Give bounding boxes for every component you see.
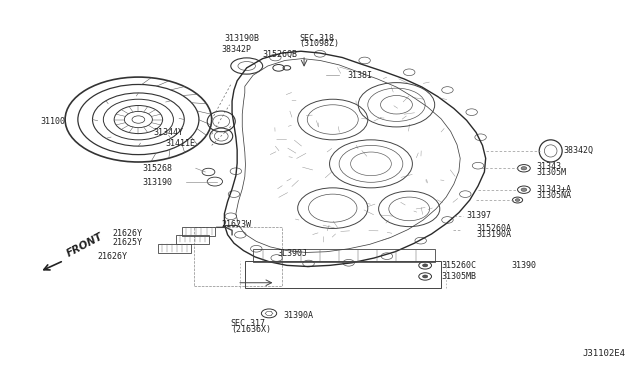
- Text: 31397: 31397: [467, 211, 492, 220]
- Text: 38342Q: 38342Q: [563, 147, 593, 155]
- Text: 31343: 31343: [537, 162, 562, 171]
- Text: 21623W: 21623W: [221, 220, 252, 229]
- Text: 31343+A: 31343+A: [537, 185, 572, 194]
- Text: SEC.318: SEC.318: [300, 34, 335, 43]
- Text: 313190: 313190: [142, 178, 172, 187]
- Text: 21625Y: 21625Y: [113, 238, 143, 247]
- Circle shape: [515, 199, 520, 201]
- Text: 313190A: 313190A: [476, 230, 511, 239]
- Text: 313190B: 313190B: [225, 34, 259, 43]
- Circle shape: [521, 188, 527, 191]
- Text: (21636X): (21636X): [231, 325, 271, 334]
- Text: 31390A: 31390A: [284, 311, 314, 320]
- Text: SEC.317: SEC.317: [231, 319, 266, 328]
- Text: 3138I: 3138I: [348, 71, 372, 80]
- Text: 31305NA: 31305NA: [537, 191, 572, 200]
- Text: 21626Y: 21626Y: [113, 229, 143, 238]
- Circle shape: [422, 264, 428, 267]
- Circle shape: [521, 167, 527, 170]
- Text: 31100: 31100: [40, 117, 65, 126]
- Text: 31526QB: 31526QB: [262, 51, 298, 60]
- Text: 31411E: 31411E: [166, 139, 196, 148]
- Text: 31390: 31390: [511, 261, 536, 270]
- Circle shape: [422, 275, 428, 278]
- Text: 38342P: 38342P: [221, 45, 252, 54]
- Text: FRONT: FRONT: [65, 232, 105, 259]
- Text: 21626Y: 21626Y: [97, 252, 127, 262]
- Text: 31344Y: 31344Y: [153, 128, 183, 137]
- Text: 315268: 315268: [142, 164, 172, 173]
- Text: (31098Z): (31098Z): [300, 39, 340, 48]
- Text: 3L390J: 3L390J: [277, 249, 307, 258]
- Text: 31305M: 31305M: [537, 168, 566, 177]
- Text: 31305MB: 31305MB: [441, 272, 476, 281]
- Text: J31102E4: J31102E4: [583, 349, 626, 358]
- Text: 315260C: 315260C: [441, 261, 476, 270]
- Text: 315260A: 315260A: [476, 224, 511, 233]
